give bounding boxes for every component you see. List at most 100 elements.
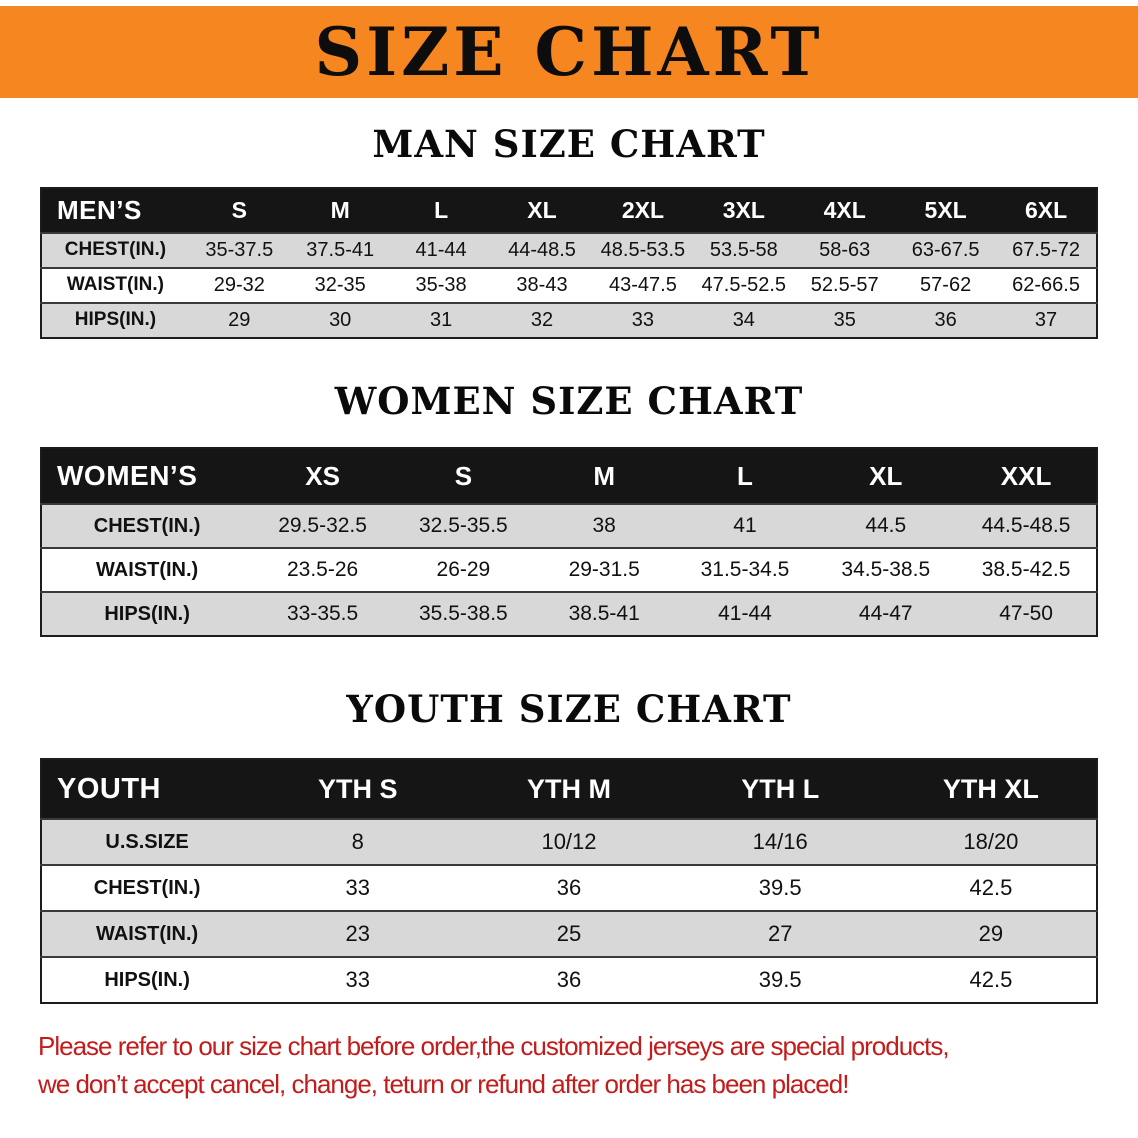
mens-size-table: MEN’S S M L XL 2XL 3XL 4XL 5XL 6XL CHEST… — [40, 186, 1098, 339]
table-row: WAIST(IN.) 29-32 32-35 35-38 38-43 43-47… — [41, 267, 1097, 303]
table-row: WAIST(IN.) 23.5-26 26-29 29-31.5 31.5-34… — [41, 548, 1097, 593]
column-header: YTH S — [318, 773, 398, 804]
row-label: CHEST(IN.) — [64, 239, 167, 261]
size-cell: 26-29 — [436, 558, 491, 582]
size-cell: 29-31.5 — [568, 558, 640, 582]
disclaimer-line-1: Please refer to our size chart before or… — [38, 1031, 950, 1062]
size-cell: 44.5-48.5 — [981, 514, 1071, 538]
size-cell: 29 — [978, 921, 1004, 947]
womens-section-heading: WOMEN SIZE CHART — [334, 378, 804, 423]
size-cell: 33 — [345, 875, 371, 901]
size-chart-banner: SIZE CHART — [0, 6, 1138, 98]
size-cell: 63-67.5 — [911, 238, 980, 261]
size-cell: 30 — [329, 308, 352, 331]
table-row: CHEST(IN.) 35-37.5 37.5-41 41-44 44-48.5… — [41, 232, 1097, 268]
column-header: YTH L — [741, 773, 820, 804]
size-cell: 52.5-57 — [810, 273, 879, 296]
column-header: 4XL — [823, 196, 866, 223]
table-row: CHEST(IN.) 33 36 39.5 42.5 — [41, 865, 1097, 912]
table-row: U.S.SIZE 8 10/12 14/16 18/20 — [41, 819, 1097, 866]
row-label: WAIST(IN.) — [66, 274, 164, 296]
column-header: XXL — [1000, 460, 1052, 491]
size-cell: 38.5-41 — [568, 602, 640, 626]
mens-section-heading: MAN SIZE CHART — [372, 122, 766, 166]
column-header: M — [593, 460, 616, 491]
size-cell: 29.5-32.5 — [278, 514, 367, 538]
size-cell: 37.5-41 — [306, 238, 375, 261]
size-cell: 35-37.5 — [205, 238, 274, 261]
size-cell: 42.5 — [969, 967, 1013, 993]
size-cell: 36 — [556, 967, 582, 993]
size-cell: 10/12 — [541, 829, 597, 855]
size-cell: 36 — [934, 308, 957, 331]
size-cell: 34.5-38.5 — [841, 558, 931, 582]
size-cell: 35.5-38.5 — [419, 602, 508, 626]
size-cell: 32-35 — [314, 273, 366, 296]
size-cell: 38 — [592, 514, 616, 538]
size-cell: 44-48.5 — [508, 238, 576, 261]
size-cell: 27 — [767, 921, 793, 947]
size-cell: 32 — [530, 308, 554, 331]
size-cell: 44-47 — [858, 602, 913, 626]
womens-header-row: WOMEN’S XS S M L XL XXL — [41, 448, 1097, 505]
size-cell: 23.5-26 — [286, 558, 359, 582]
size-cell: 39.5 — [758, 967, 802, 993]
womens-size-table: WOMEN’S XS S M L XL XXL CHEST(IN.) 29.5-… — [40, 447, 1098, 638]
size-cell: 62-66.5 — [1012, 273, 1080, 296]
size-cell: 41-44 — [718, 602, 772, 626]
youth-size-table: YOUTH YTH S YTH M YTH L YTH XL U.S.SIZE … — [40, 758, 1098, 1005]
column-header: XL — [869, 460, 903, 491]
size-cell: 47.5-52.5 — [701, 273, 787, 296]
size-cell: 33 — [345, 967, 371, 993]
youth-table-title: YOUTH — [57, 772, 161, 805]
column-header: 2XL — [621, 196, 664, 223]
table-row: HIPS(IN.) 33-35.5 35.5-38.5 38.5-41 41-4… — [41, 592, 1097, 637]
size-cell: 47-50 — [999, 602, 1053, 626]
column-header: S — [231, 196, 247, 223]
row-label: HIPS(IN.) — [74, 309, 157, 331]
column-header: S — [454, 460, 473, 491]
womens-table-wrap: WOMEN’S XS S M L XL XXL CHEST(IN.) 29.5-… — [0, 447, 1138, 638]
size-cell: 14/16 — [752, 829, 808, 855]
column-header: YTH M — [526, 773, 611, 804]
table-row: CHEST(IN.) 29.5-32.5 32.5-35.5 38 41 44.… — [41, 504, 1097, 549]
disclaimer-line-2: we don’t accept cancel, change, teturn o… — [38, 1068, 849, 1099]
disclaimer-note: Please refer to our size chart before or… — [0, 1028, 1138, 1103]
size-cell: 23 — [345, 921, 371, 947]
size-cell: 37 — [1034, 308, 1058, 331]
size-cell: 43-47.5 — [608, 273, 677, 296]
size-cell: 44.5 — [865, 514, 907, 538]
size-cell: 8 — [351, 829, 364, 855]
womens-table-title: WOMEN’S — [57, 460, 198, 492]
mens-table-wrap: MEN’S S M L XL 2XL 3XL 4XL 5XL 6XL CHEST… — [0, 186, 1138, 339]
table-row: HIPS(IN.) 33 36 39.5 42.5 — [41, 957, 1097, 1004]
size-cell: 35 — [833, 308, 856, 331]
size-cell: 29-32 — [213, 273, 265, 296]
size-cell: 29 — [228, 308, 251, 331]
size-cell: 41-44 — [415, 238, 467, 261]
size-cell: 18/20 — [963, 829, 1019, 855]
youth-table-wrap: YOUTH YTH S YTH M YTH L YTH XL U.S.SIZE … — [0, 758, 1138, 1005]
size-cell: 31.5-34.5 — [700, 558, 790, 582]
size-cell: 38.5-42.5 — [981, 558, 1071, 582]
row-label: CHEST(IN.) — [93, 876, 201, 899]
row-label: WAIST(IN.) — [95, 922, 199, 945]
column-header: L — [434, 196, 449, 223]
table-row: HIPS(IN.) 29 30 31 32 33 34 35 36 37 — [41, 302, 1097, 338]
size-cell: 32.5-35.5 — [419, 514, 508, 538]
row-label: U.S.SIZE — [105, 830, 189, 853]
table-row: WAIST(IN.) 23 25 27 29 — [41, 911, 1097, 958]
size-cell: 33 — [631, 308, 655, 331]
size-cell: 58-63 — [819, 238, 871, 261]
page-title: SIZE CHART — [314, 13, 824, 91]
row-label: HIPS(IN.) — [104, 602, 190, 625]
column-header: YTH XL — [942, 773, 1039, 804]
column-header: XL — [527, 196, 557, 223]
youth-header-row: YOUTH YTH S YTH M YTH L YTH XL — [41, 759, 1097, 820]
size-cell: 38-43 — [516, 273, 568, 296]
mens-header-row: MEN’S S M L XL 2XL 3XL 4XL 5XL 6XL — [41, 187, 1097, 233]
size-cell: 67.5-72 — [1012, 238, 1080, 261]
column-header: M — [330, 196, 350, 223]
row-label: WAIST(IN.) — [95, 558, 199, 581]
mens-table-title: MEN’S — [57, 194, 142, 225]
